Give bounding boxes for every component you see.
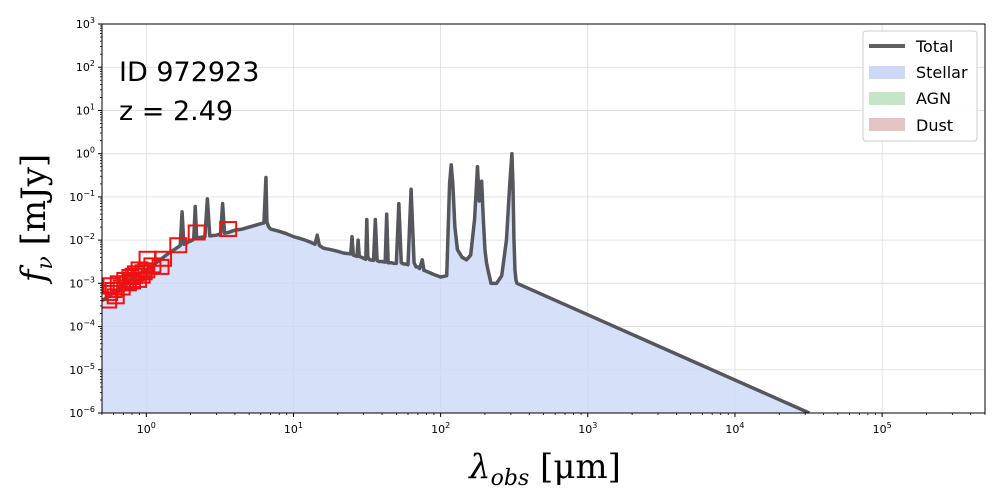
stellar-fill-layer — [102, 153, 810, 413]
x-tick-label: 104 — [725, 421, 744, 436]
photometry-layer — [102, 221, 238, 309]
y-tick-label: 10−2 — [69, 232, 95, 247]
total-line-layer — [102, 151, 811, 413]
photometry-point — [187, 224, 206, 241]
legend-swatch-dust — [869, 118, 905, 131]
legend: Total Stellar AGN Dust — [862, 30, 978, 142]
legend-label-agn: AGN — [916, 89, 951, 108]
annotation-redshift: z = 2.49 — [119, 96, 233, 127]
photometry-point — [219, 221, 238, 238]
photometry-point — [154, 250, 173, 267]
y-tick-label: 10−3 — [69, 275, 95, 290]
y-tick-label: 10−1 — [69, 189, 95, 204]
photometry-point — [169, 237, 188, 254]
stellar-fill — [102, 153, 810, 413]
x-tick-label: 100 — [137, 421, 156, 436]
y-tick-label: 10−6 — [69, 405, 95, 420]
legend-label-stellar: Stellar — [916, 63, 968, 82]
y-tick-label: 102 — [76, 59, 95, 74]
photometry-point — [132, 267, 151, 284]
legend-label-total: Total — [915, 37, 953, 56]
y-tick-label: 103 — [76, 16, 95, 31]
y-tick-label: 10−4 — [69, 319, 95, 334]
legend-swatch-stellar — [869, 66, 905, 79]
legend-box — [862, 30, 978, 142]
x-tick-label: 103 — [578, 421, 597, 436]
x-tick-label: 105 — [873, 421, 892, 436]
photometry-point — [137, 262, 156, 279]
photometry-point — [151, 258, 170, 275]
axis-ticks: 100 101 102 103 104 105 10−6 10−5 10−4 10−3 10−2 10… — [69, 16, 986, 436]
y-tick-label: 101 — [76, 102, 95, 117]
x-axis-title: λobs [μm] — [467, 447, 621, 491]
legend-swatch-agn — [869, 92, 905, 105]
y-tick-label: 10−5 — [69, 362, 95, 377]
total-sed-line — [102, 151, 811, 413]
annotation-id: ID 972923 — [119, 57, 259, 88]
x-tick-label: 102 — [431, 421, 450, 436]
y-tick-label: 100 — [76, 146, 95, 161]
x-tick-label: 101 — [284, 421, 303, 436]
legend-label-dust: Dust — [916, 116, 953, 135]
